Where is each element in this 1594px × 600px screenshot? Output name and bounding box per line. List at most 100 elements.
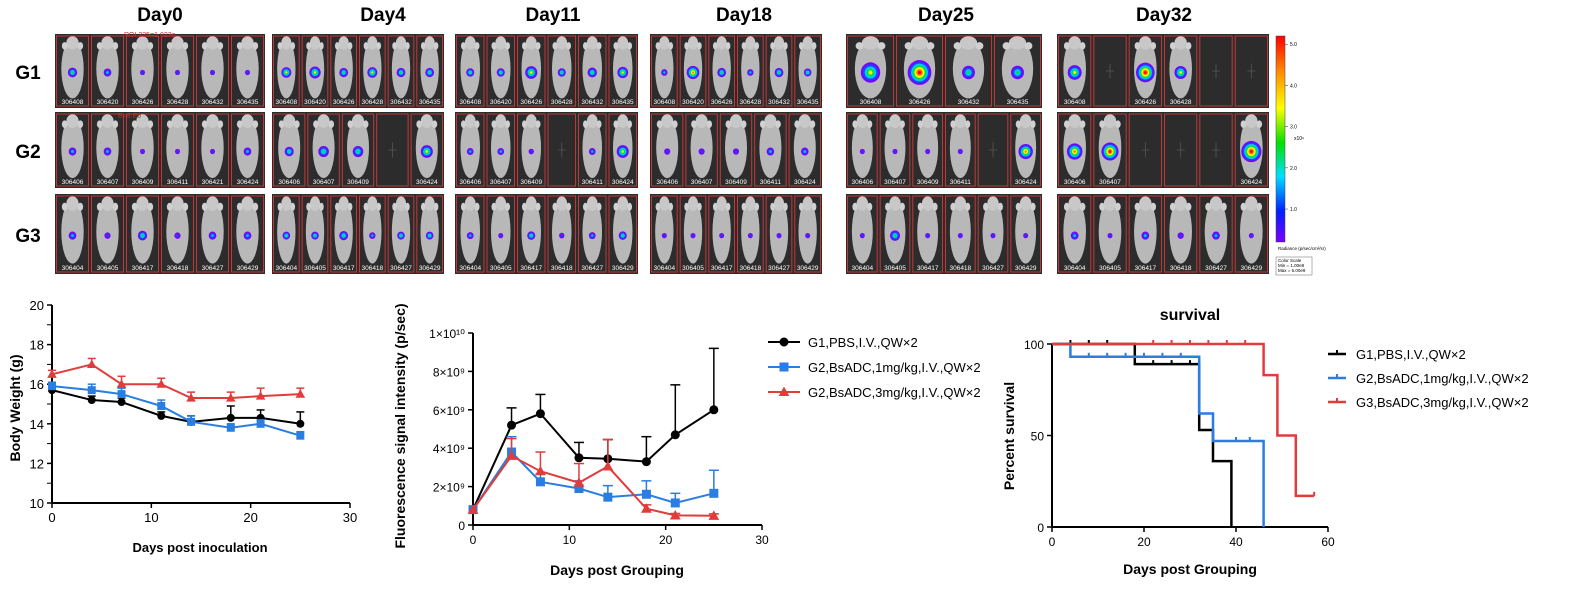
data-point [708, 510, 720, 520]
bioluminescence-signal [560, 71, 563, 74]
mouse-ear [1134, 202, 1141, 211]
data-point [157, 411, 166, 420]
series-line-0 [51, 389, 301, 425]
y-tick-label: 18 [30, 338, 44, 353]
mouse-roi-box [651, 195, 678, 273]
mouse-body [1240, 199, 1263, 264]
mouse-roi-box [1199, 195, 1233, 273]
mouse-ear [950, 202, 956, 211]
bioluminescence-signal [71, 234, 74, 237]
mouse-ear [236, 202, 243, 211]
mouse-ear [236, 120, 243, 128]
mouse-ear [131, 42, 138, 50]
mouse-id-label: 306435 [419, 99, 441, 106]
mouse-ear [811, 202, 817, 211]
mouse-roi-box [1093, 35, 1127, 107]
mouse-ear [655, 202, 661, 211]
mouse-body [551, 199, 572, 264]
data-point [603, 492, 613, 502]
mouse-ear [965, 120, 971, 128]
mouse-ear [474, 202, 480, 211]
mouse-head [420, 114, 433, 128]
mouse-roi-box [578, 195, 607, 273]
bioluminescence-signal [803, 150, 807, 153]
legend-label-2: G3,BsADC,3mg/kg,I.V.,QW×2 [1356, 395, 1529, 410]
mouse-id-label: 306418 [739, 265, 761, 272]
mouse-roi-box [547, 113, 576, 187]
mouse-ear [505, 120, 511, 128]
bioluminescence-signal [777, 71, 781, 74]
mouse-ear [770, 42, 775, 50]
bioluminescence-signal [734, 149, 738, 154]
bioluminescence-signal [400, 234, 402, 237]
mouse-roi-box [896, 35, 943, 107]
bioluminescence-signal [749, 234, 752, 237]
mouse-head [856, 114, 869, 128]
mouse-id-label: 306407 [313, 179, 335, 186]
mouse-roi-box [578, 113, 607, 187]
mouse-head [586, 114, 598, 128]
bioluminescence-signal [893, 234, 897, 237]
mouse-ear [684, 42, 689, 50]
mouse-ear [740, 120, 747, 128]
mouse-id-label: 306417 [132, 265, 154, 272]
mouse-id-label: 306424 [416, 179, 438, 186]
imaging-panel-bg [846, 194, 1042, 274]
mouse-roi-box [1010, 195, 1041, 273]
bioluminescence-signal [621, 234, 624, 237]
mouse-head [351, 114, 365, 128]
mouse-id-label: 306418 [361, 265, 383, 272]
mouse-body [201, 117, 224, 179]
bioluminescence-signal [499, 150, 502, 153]
mouse-ear [505, 202, 511, 211]
mouse-head [464, 196, 476, 211]
mouse-head [556, 196, 568, 211]
mouse-roi-box [273, 195, 300, 273]
bioluminescence-signal [720, 71, 723, 74]
mouse-roi-box [608, 35, 637, 107]
bioluminescence-signal [211, 150, 214, 153]
mouse-id-label: 306418 [1170, 265, 1192, 272]
mouse-ear [552, 42, 558, 50]
mouse-roi-box [879, 113, 911, 187]
mouse-ear [1150, 42, 1157, 50]
mouse-body [949, 199, 971, 264]
bioluminescence-signal [71, 71, 74, 74]
mouse-ear [1024, 42, 1033, 50]
mouse-roi-box [1199, 35, 1233, 107]
bioluminescence-signal [1024, 234, 1027, 237]
bioluminescence-signal [1024, 150, 1027, 153]
mouse-ear [166, 202, 173, 211]
mouse-body [884, 117, 906, 179]
data-point [779, 362, 789, 372]
mouse-roi-box [301, 35, 329, 107]
data-point [116, 379, 127, 388]
mouse-ear [491, 120, 497, 128]
mouse-body [521, 117, 542, 179]
mouse-ear [885, 120, 891, 128]
mouse-roi-box [1058, 195, 1092, 273]
mouse-id-label: 306427 [581, 265, 603, 272]
bioluminescence-signal [861, 150, 864, 153]
mouse-body [582, 117, 603, 179]
mouse-ear [932, 202, 938, 211]
mouse-ear [77, 42, 84, 50]
mouse-ear [535, 42, 541, 50]
mouse-ear [691, 120, 697, 128]
mouse-head [283, 114, 296, 128]
mouse-ear [775, 120, 781, 128]
mouse-ear [852, 120, 858, 128]
mouse-roi-box [410, 113, 443, 187]
mouse-roi-box [794, 195, 821, 273]
y-tick-label: 20 [30, 298, 44, 313]
mouse-body [490, 117, 511, 179]
bioluminescence-signal [1250, 234, 1253, 237]
mouse-roi-box [547, 195, 576, 273]
mouse-ear [741, 42, 747, 50]
mouse-ear [697, 42, 702, 50]
y-tick-label: 6×10⁹ [433, 404, 465, 418]
mouse-ear [770, 202, 775, 211]
series-line-1 [51, 385, 301, 437]
bioluminescence-signal [665, 149, 669, 154]
